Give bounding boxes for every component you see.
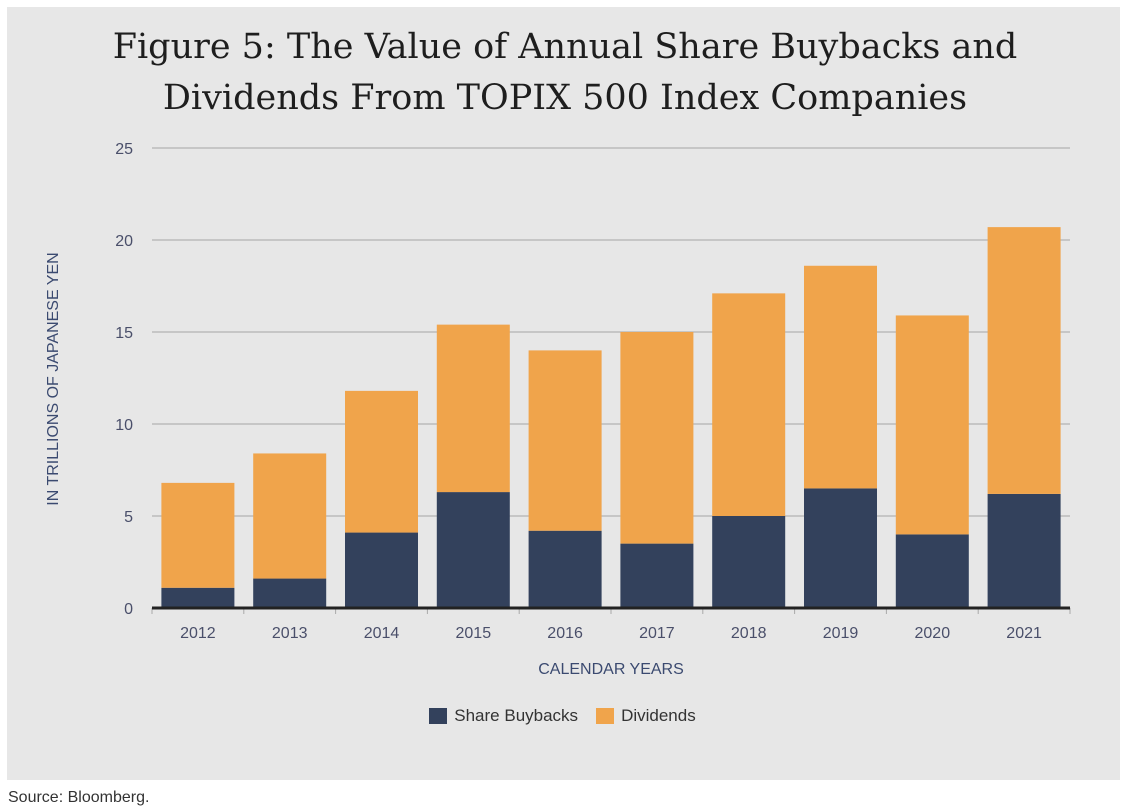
- x-tick-label: 2012: [180, 625, 216, 642]
- legend-swatch-share-buybacks: [429, 708, 448, 724]
- bar-share-buybacks-2017: [620, 543, 694, 608]
- y-tick-label: 20: [115, 233, 133, 250]
- title-line-2: Dividends From TOPIX 500 Index Companies: [162, 78, 968, 118]
- bar-dividends-2012: [161, 482, 235, 588]
- bar-dividends-2015: [436, 324, 510, 493]
- bar-share-buybacks-2013: [253, 578, 327, 608]
- bar-dividends-2016: [528, 350, 602, 531]
- legend-item-share-buybacks: Share Buybacks: [429, 706, 578, 726]
- bar-dividends-2020: [895, 315, 969, 535]
- bar-share-buybacks-2014: [345, 532, 418, 608]
- x-tick-label: 2016: [547, 625, 583, 642]
- bar-share-buybacks-2012: [161, 587, 235, 608]
- x-tick-label: 2015: [456, 625, 492, 642]
- x-tick-label: 2013: [272, 625, 308, 642]
- y-tick-label: 10: [115, 417, 133, 434]
- chart-title: Figure 5: The Value of Annual Share Buyb…: [0, 22, 1125, 124]
- legend-swatch-dividends: [596, 708, 615, 724]
- x-tick-label: 2021: [1006, 625, 1042, 642]
- legend-label: Dividends: [621, 706, 696, 725]
- bar-dividends-2019: [804, 265, 877, 489]
- bar-share-buybacks-2015: [436, 492, 510, 608]
- bar-share-buybacks-2018: [712, 516, 786, 608]
- bar-dividends-2021: [987, 227, 1061, 494]
- bar-share-buybacks-2020: [895, 534, 969, 608]
- x-tick-label: 2020: [915, 625, 951, 642]
- x-tick-label: 2018: [731, 625, 767, 642]
- title-line-1: Figure 5: The Value of Annual Share Buyb…: [112, 27, 1018, 67]
- x-tick-label: 2014: [364, 625, 400, 642]
- bar-share-buybacks-2019: [804, 488, 877, 608]
- y-tick-label: 5: [124, 509, 133, 526]
- source-note: Source: Bloomberg.: [8, 789, 150, 806]
- x-axis-label: CALENDAR YEARS: [538, 661, 684, 678]
- legend-item-dividends: Dividends: [596, 706, 696, 726]
- bar-share-buybacks-2021: [987, 493, 1061, 608]
- bar-share-buybacks-2016: [528, 530, 602, 608]
- bar-dividends-2017: [620, 332, 694, 544]
- x-tick-label: 2017: [639, 625, 675, 642]
- y-axis-label: IN TRILLIONS OF JAPANESE YEN: [45, 252, 62, 505]
- legend: Share Buybacks Dividends: [0, 706, 1125, 726]
- bar-dividends-2014: [345, 390, 418, 533]
- x-tick-label: 2019: [823, 625, 859, 642]
- y-tick-label: 25: [115, 141, 133, 158]
- bar-dividends-2013: [253, 453, 327, 579]
- bar-dividends-2018: [712, 293, 786, 516]
- legend-label: Share Buybacks: [454, 706, 579, 725]
- y-tick-label: 15: [115, 325, 133, 342]
- y-tick-label: 0: [124, 601, 133, 618]
